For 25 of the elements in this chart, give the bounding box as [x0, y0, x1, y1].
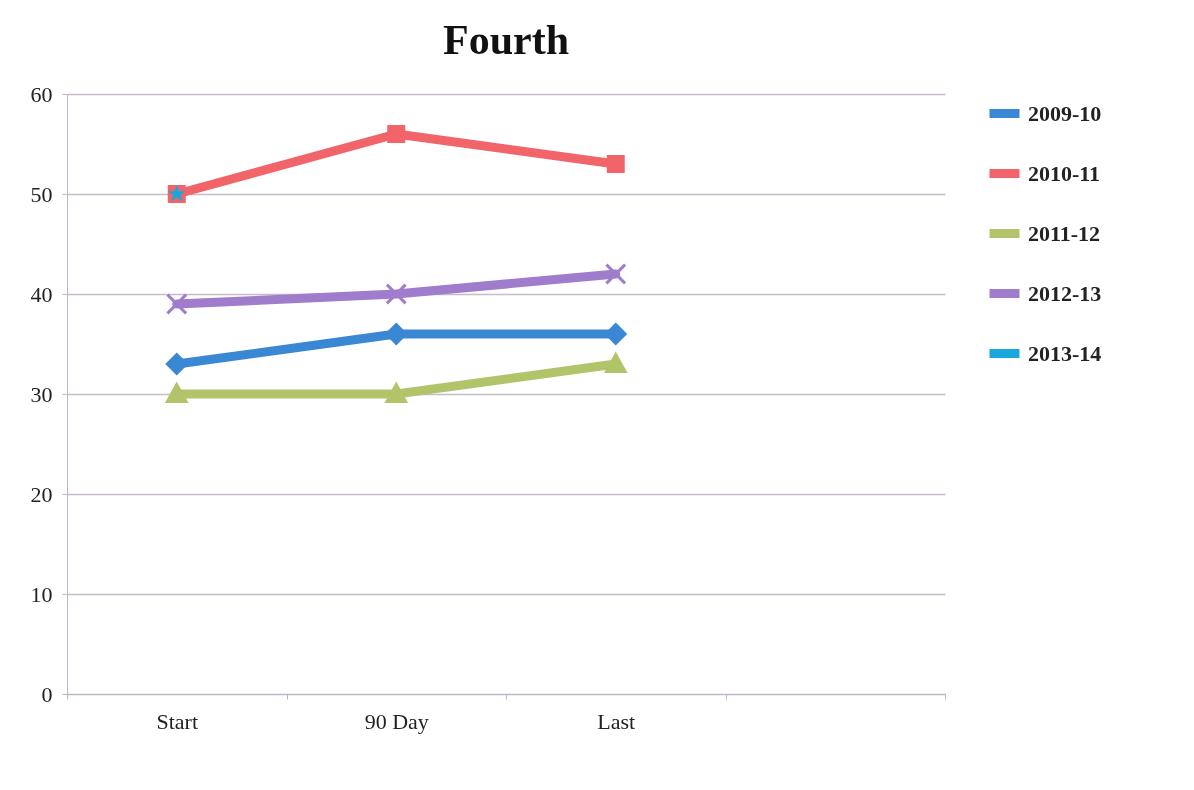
legend-label: 2013-14 [1028, 340, 1102, 366]
legend-label: 2010-11 [1028, 160, 1101, 186]
point [604, 263, 627, 285]
point [604, 353, 627, 373]
point [165, 293, 188, 315]
legend-label: 2011-12 [1028, 220, 1101, 246]
point [165, 353, 188, 375]
y-tick-label: 10 [30, 581, 53, 607]
y-tick-label: 20 [30, 481, 53, 507]
point [385, 383, 408, 403]
y-tick-label: 40 [30, 281, 53, 307]
legend-label: 2009-10 [1028, 100, 1102, 126]
point [606, 155, 625, 173]
point [387, 125, 406, 143]
point [385, 283, 408, 305]
x-tick-label: 90 Day [364, 708, 429, 734]
chart-title: Fourth [443, 17, 569, 63]
y-tick-label: 0 [41, 681, 53, 707]
x-tick-label: Last [597, 708, 636, 734]
y-tick-label: 30 [30, 381, 53, 407]
point [165, 383, 188, 403]
y-tick-label: 60 [30, 81, 53, 107]
legend-label: 2012-13 [1028, 280, 1102, 306]
x-tick-label: Start [156, 708, 199, 734]
y-tick-label: 50 [30, 181, 53, 207]
